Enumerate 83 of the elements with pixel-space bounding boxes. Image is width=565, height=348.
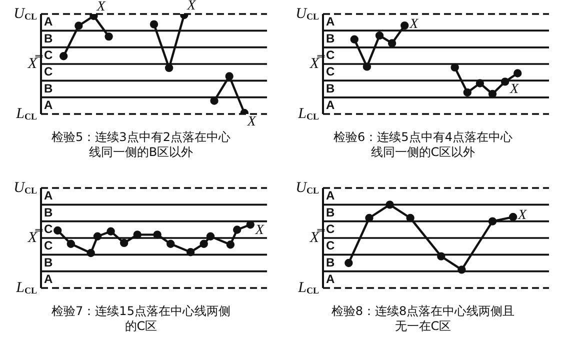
annotation: B (326, 31, 335, 46)
point (514, 69, 522, 78)
text: B (44, 205, 53, 220)
point (60, 52, 68, 60)
point (437, 252, 446, 260)
point (375, 31, 384, 40)
annotation: X (517, 208, 528, 224)
ref-line-label: LCL (297, 280, 320, 296)
point (120, 238, 128, 248)
ref-line-label: LCL (297, 106, 320, 122)
annotation: C (326, 222, 335, 236)
point (54, 226, 62, 235)
point (104, 32, 113, 41)
point (93, 232, 102, 240)
text: 检验5：连续3点中有2点落在中心线同一侧的B区以外 (50, 130, 232, 160)
annotation: X (96, 0, 106, 15)
ref-line-label: LCL (15, 106, 38, 122)
annotation: C (326, 64, 335, 79)
annotation: A (326, 14, 335, 29)
point (362, 62, 372, 71)
ref-line-label: UCL (296, 6, 320, 22)
annotation: C (44, 48, 53, 62)
annotation: X (254, 223, 264, 238)
point (458, 266, 466, 274)
point (450, 63, 459, 72)
point (488, 90, 497, 98)
point (106, 227, 115, 236)
annotation: B (44, 81, 53, 96)
point (164, 64, 174, 72)
annotation: X (246, 114, 256, 130)
annotation: X (186, 0, 196, 14)
point (386, 200, 394, 209)
point (200, 240, 208, 248)
annotation: C (326, 238, 335, 253)
ref-line-label: LCL (15, 280, 38, 296)
annotation: C (326, 48, 335, 62)
ref-line-label: UCL (14, 180, 38, 196)
point (153, 230, 162, 239)
point (388, 39, 396, 48)
text: 检验8：连续8点落在中心线两侧且无一在C区 (330, 304, 516, 334)
point (365, 214, 374, 222)
annotation: A (44, 98, 53, 112)
point (86, 248, 95, 258)
text: A (326, 188, 335, 203)
annotation: C (44, 222, 53, 236)
point (150, 20, 158, 28)
text: B (44, 255, 53, 270)
annotation: X (509, 82, 520, 98)
ref-line-label: UCL (296, 180, 320, 196)
annotation: A (44, 14, 53, 29)
text: A (44, 272, 53, 286)
point (74, 22, 83, 30)
point (350, 35, 358, 44)
ref-line-label: UCL (14, 6, 38, 22)
point (344, 258, 353, 268)
point (206, 232, 215, 240)
annotation: C (44, 238, 53, 253)
point (500, 78, 510, 86)
point (186, 248, 195, 256)
annotation: B (44, 31, 53, 46)
annotation: B (326, 255, 335, 270)
annotation: B (326, 81, 335, 96)
point (66, 240, 76, 248)
text: 检验7：连续15点落在中心线两侧的C区 (50, 304, 232, 334)
text: A (326, 98, 335, 112)
point (406, 214, 414, 222)
text: A (326, 272, 335, 286)
text: A (44, 188, 53, 203)
point (476, 79, 484, 88)
text: 检验6：连续5点中有4点落在中心线同一侧的C区以外 (332, 130, 514, 160)
annotation: C (44, 64, 53, 79)
point (90, 14, 98, 20)
point (508, 212, 518, 222)
point (400, 21, 409, 30)
point (232, 226, 242, 234)
annotation: B (326, 205, 335, 220)
point (463, 88, 472, 97)
point (133, 230, 142, 239)
point (225, 72, 234, 80)
point (166, 240, 175, 248)
point (488, 217, 497, 226)
annotation: X (408, 17, 419, 32)
point (226, 240, 235, 249)
